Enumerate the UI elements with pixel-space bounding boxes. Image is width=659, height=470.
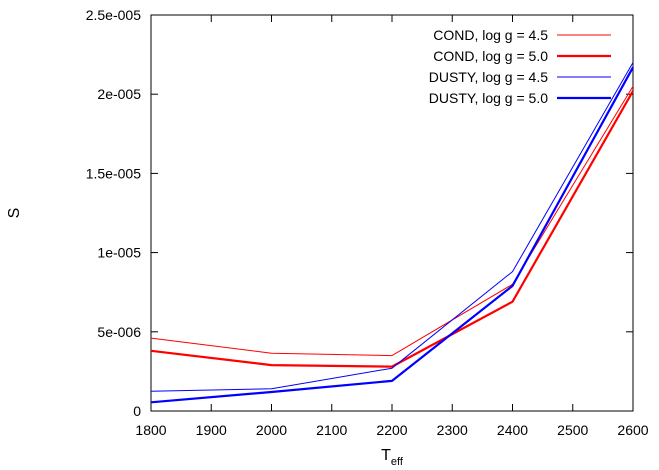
legend-label-4: DUSTY, log g = 5.0 (429, 90, 548, 106)
y-tick-label: 2.5e-005 (86, 7, 141, 23)
x-tick-label: 2600 (617, 422, 648, 438)
y-tick-label: 1e-005 (97, 245, 141, 261)
y-tick-label: 0 (133, 403, 141, 419)
series-line-4 (150, 66, 634, 404)
x-axis-ticks: 1800 1900 2000 2100 2200 2300 2400 2500 2600 (135, 15, 649, 438)
x-tick-label: 1900 (196, 422, 227, 438)
series-lines (150, 62, 634, 404)
x-axis-label-main: T (381, 447, 391, 464)
x-tick-label: 2300 (437, 422, 468, 438)
x-tick-label: 2100 (316, 422, 347, 438)
series-line-1 (150, 86, 634, 357)
series-line-3 (150, 62, 634, 392)
legend-label-1: COND, log g = 4.5 (433, 27, 548, 43)
x-axis-label-subscript: eff (391, 456, 404, 468)
y-tick-label: 2e-005 (97, 86, 141, 102)
y-tick-label: 5e-006 (97, 324, 141, 340)
x-axis-label: Teff (381, 447, 404, 468)
legend: COND, log g = 4.5 COND, log g = 5.0 DUSTY,… (429, 27, 611, 106)
y-axis-label: S (6, 208, 23, 219)
legend-label-3: DUSTY, log g = 4.5 (429, 69, 548, 85)
x-tick-label: 2400 (497, 422, 528, 438)
plot-frame (150, 14, 634, 412)
x-tick-label: 2000 (256, 422, 287, 438)
x-tick-label: 2200 (376, 422, 407, 438)
y-axis-ticks: 0 5e-006 1e-005 1.5e-005 2e-005 2.5e-005 (86, 7, 633, 419)
x-tick-label: 2500 (557, 422, 588, 438)
legend-label-2: COND, log g = 5.0 (433, 48, 548, 64)
x-tick-label: 1800 (135, 422, 166, 438)
y-tick-label: 1.5e-005 (86, 165, 141, 181)
series-line-2 (150, 90, 634, 368)
